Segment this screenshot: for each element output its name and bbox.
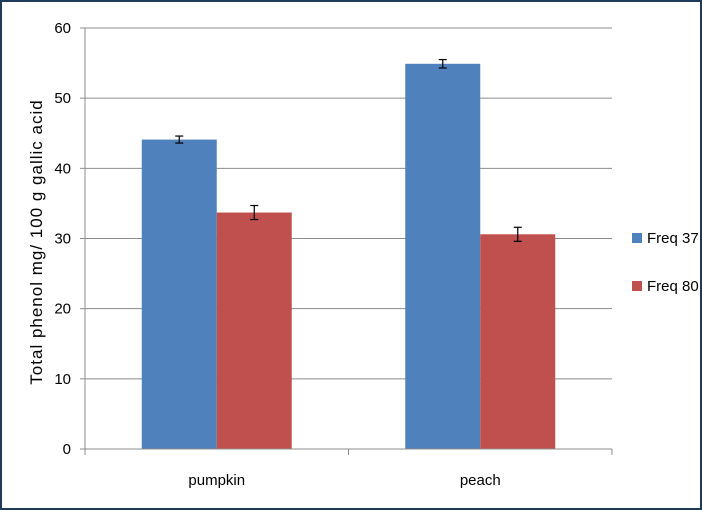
y-tick-label: 40	[54, 160, 71, 177]
bar-pumpkin-freq-80	[216, 212, 292, 449]
legend-swatch	[632, 233, 642, 243]
y-tick-label: 60	[54, 20, 71, 37]
legend-label: Freq 80	[647, 278, 699, 295]
x-category-labels: pumpkin peach	[188, 472, 500, 489]
error-bars	[175, 58, 522, 242]
bar-pumpkin-freq-37	[141, 139, 217, 449]
x-category-label: peach	[460, 472, 501, 489]
bar-peach-freq-80	[480, 234, 556, 449]
legend-swatch	[632, 281, 642, 291]
x-category-label: pumpkin	[188, 472, 245, 489]
y-axis-title: Total phenol mg/ 100 g gallic acid	[27, 99, 46, 384]
y-tick-label: 10	[54, 371, 71, 388]
y-tick-label: 0	[63, 441, 71, 458]
y-tick-labels: 0 10 20 30 40 50 60	[54, 20, 71, 458]
bar-peach-freq-37	[405, 63, 481, 449]
y-tick-label: 30	[54, 231, 71, 248]
y-tick-label: 50	[54, 90, 71, 107]
y-tick-label: 20	[54, 301, 71, 318]
legend-label: Freq 37	[647, 230, 699, 247]
axes	[80, 27, 613, 455]
legend: Freq 37 Freq 80	[632, 230, 699, 295]
bars	[141, 63, 556, 449]
